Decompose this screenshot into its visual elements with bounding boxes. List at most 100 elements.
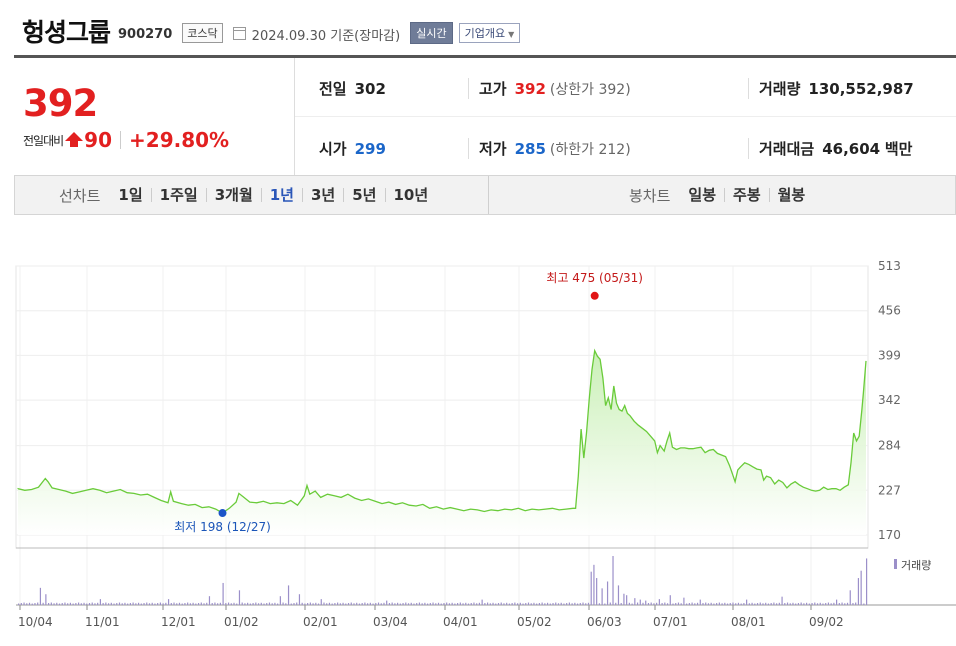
volume-bar bbox=[500, 602, 502, 605]
volume-bar bbox=[225, 603, 227, 605]
volume-bar bbox=[277, 603, 279, 605]
volume-bar bbox=[748, 603, 750, 605]
volume-bar bbox=[816, 603, 819, 605]
volume-bar bbox=[476, 603, 478, 605]
volume-bar bbox=[443, 603, 445, 605]
volume-bar bbox=[789, 603, 791, 605]
upper-limit: (상한가 392) bbox=[549, 82, 631, 98]
volume-bar bbox=[593, 564, 595, 605]
volume-bar bbox=[713, 603, 715, 605]
volume-bar bbox=[631, 603, 633, 605]
high-value: 392 bbox=[514, 80, 546, 98]
price-line bbox=[17, 348, 867, 514]
open-price: 시가 299 bbox=[319, 138, 386, 159]
line-period-tab-5[interactable]: 5년 bbox=[343, 188, 384, 203]
volume-bar bbox=[83, 602, 85, 605]
volume-bar bbox=[53, 603, 55, 605]
volume-bar bbox=[135, 603, 137, 605]
line-period-tab-0[interactable]: 1일 bbox=[118, 186, 143, 204]
candle-period-tab-2[interactable]: 월봉 bbox=[768, 188, 814, 203]
volume-bar bbox=[514, 602, 516, 605]
low-price: 저가 285 (하한가 212) bbox=[468, 138, 631, 159]
volume-bar bbox=[312, 603, 314, 605]
volume-bar bbox=[399, 603, 401, 605]
volume-bar bbox=[729, 603, 731, 605]
volume-bar bbox=[435, 603, 437, 605]
x-tick-label: 03/04 bbox=[373, 615, 408, 629]
line-period-tab-2[interactable]: 3개월 bbox=[205, 188, 261, 203]
volume-bar bbox=[197, 603, 200, 605]
low-marker bbox=[218, 509, 227, 518]
volume-bar bbox=[410, 602, 412, 605]
line-period-tab-3[interactable]: 1년 bbox=[260, 188, 302, 203]
volume-bar bbox=[702, 603, 704, 605]
volume-bar bbox=[710, 602, 712, 605]
volume-bar bbox=[31, 603, 33, 605]
x-tick-label: 10/04 bbox=[18, 615, 53, 629]
company-overview-button[interactable]: 기업개요 ▼ bbox=[458, 23, 521, 43]
volume-bar bbox=[686, 603, 688, 605]
volume-bar bbox=[827, 602, 830, 605]
volume-bar bbox=[244, 603, 246, 605]
candle-period-tab-1[interactable]: 주봉 bbox=[724, 188, 769, 203]
volume-bar bbox=[39, 587, 42, 605]
volume-bar bbox=[664, 602, 666, 605]
line-period-tab-6[interactable]: 10년 bbox=[384, 188, 437, 203]
amount-label: 거래대금 bbox=[759, 140, 815, 158]
volume-bar bbox=[105, 602, 107, 605]
volume-bar bbox=[407, 603, 410, 605]
volume-bar bbox=[268, 602, 271, 605]
volume-bar bbox=[102, 603, 104, 605]
realtime-button[interactable]: 실시간 bbox=[410, 22, 453, 44]
volume-bar bbox=[563, 603, 565, 605]
line-period-tab-1[interactable]: 1주일 bbox=[150, 188, 206, 203]
change-label: 전일대비 bbox=[23, 133, 64, 148]
volume-bar bbox=[830, 603, 832, 605]
volume-bar bbox=[165, 602, 167, 605]
stats-row-1: 전일 302 고가 392 (상한가 392) 거래량 130,552,987 bbox=[295, 58, 956, 117]
volume-bar bbox=[721, 603, 723, 605]
volume-bar bbox=[47, 603, 50, 605]
volume-bar bbox=[811, 603, 813, 605]
volume-bar bbox=[636, 602, 639, 605]
volume-bar bbox=[127, 603, 129, 605]
volume-bar bbox=[211, 603, 213, 605]
volume-bar bbox=[658, 599, 660, 605]
amount-unit: 백만 bbox=[884, 140, 913, 158]
volume-bar bbox=[587, 602, 590, 605]
volume-bar bbox=[184, 603, 186, 605]
volume-bar bbox=[230, 603, 232, 605]
volume-bar bbox=[484, 603, 486, 605]
volume-bar bbox=[377, 602, 380, 605]
volume-bar bbox=[628, 602, 630, 605]
volume-bar bbox=[238, 590, 241, 605]
price-area bbox=[17, 291, 867, 535]
line-chart-tabs: 선차트 1일 1주일 3개월 1년 3년 5년 10년 bbox=[15, 176, 489, 214]
candle-period-tab-0[interactable]: 일봉 bbox=[688, 186, 717, 204]
volume-bar bbox=[536, 603, 538, 605]
volume-bar bbox=[688, 603, 690, 605]
volume-bar bbox=[481, 599, 483, 605]
volume-bar bbox=[331, 603, 333, 605]
volume-bar bbox=[304, 603, 306, 605]
line-period-tab-4[interactable]: 3년 bbox=[302, 188, 343, 203]
volume-bar bbox=[672, 603, 674, 605]
y-tick-label: 284 bbox=[878, 439, 901, 453]
y-tick-label: 399 bbox=[878, 348, 901, 362]
volume-bar bbox=[394, 603, 396, 605]
volume-bar bbox=[75, 603, 77, 605]
low-value: 285 bbox=[514, 140, 546, 158]
volume-bar bbox=[94, 603, 96, 605]
volume-bar bbox=[26, 603, 28, 605]
price-stats: 전일 302 고가 392 (상한가 392) 거래량 130,552,987 시가 29… bbox=[295, 58, 956, 176]
volume-bar bbox=[397, 602, 399, 605]
volume-bar bbox=[544, 603, 546, 605]
volume-bar bbox=[852, 603, 854, 605]
volume-bar bbox=[61, 603, 63, 605]
volume-bar bbox=[356, 602, 358, 605]
volume-bar bbox=[307, 603, 309, 605]
volume-bar bbox=[50, 602, 52, 605]
volume-bar bbox=[309, 602, 311, 605]
volume-bar bbox=[113, 603, 115, 605]
volume-bar bbox=[724, 602, 726, 605]
